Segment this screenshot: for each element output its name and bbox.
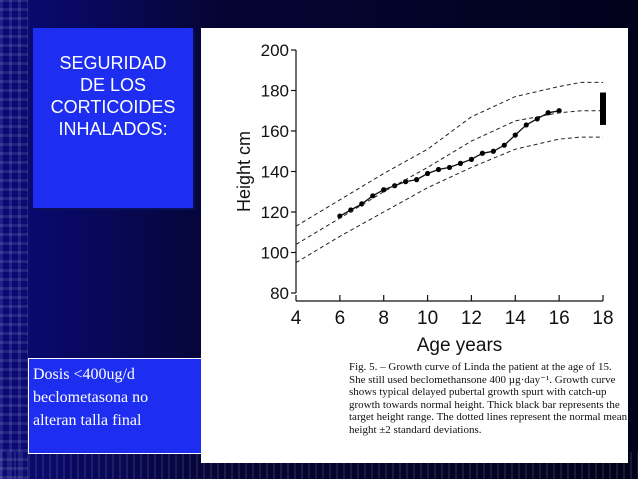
target-height-bar xyxy=(600,92,606,125)
y-tick-label: 180 xyxy=(261,82,289,101)
y-tick-label: 80 xyxy=(270,284,289,303)
slide-title: SEGURIDAD DE LOS CORTICOIDES INHALADOS: xyxy=(33,52,193,140)
x-tick-label: 14 xyxy=(505,308,527,329)
y-tick-label: 160 xyxy=(261,122,289,141)
patient-data-point xyxy=(512,132,518,138)
caption-line: Fig. 5. – Growth curve of Linda the pati… xyxy=(349,361,612,373)
x-tick-label: 4 xyxy=(291,308,302,329)
patient-data-point xyxy=(556,108,562,114)
patient-data-point xyxy=(446,164,453,171)
x-tick-label: 6 xyxy=(335,308,346,329)
patient-data-point xyxy=(534,116,540,122)
x-tick-label: 12 xyxy=(461,308,482,329)
y-tick-label: 140 xyxy=(261,163,289,182)
patient-data-point xyxy=(468,156,475,162)
slide-title-line: DE LOS xyxy=(79,75,147,95)
patient-data-point xyxy=(414,177,420,183)
y-tick-label: 200 xyxy=(261,41,289,60)
slide-title-box: SEGURIDAD DE LOS CORTICOIDES INHALADOS: xyxy=(33,28,193,208)
patient-data-point xyxy=(501,142,507,148)
patient-data-point xyxy=(381,187,387,193)
patient-data-point xyxy=(545,110,551,116)
caption-line: height ±2 standard deviations. xyxy=(349,423,482,436)
patient-data-point xyxy=(490,148,496,154)
caption-line: shows typical delayed pubertal growth sp… xyxy=(349,386,607,399)
x-axis-label: Age years xyxy=(417,335,503,356)
caption-line: growth towards normal height. Thick blac… xyxy=(349,398,620,411)
caption-line: target height range. The dotted lines re… xyxy=(349,411,628,424)
patient-data-point xyxy=(479,150,485,156)
left-decoration xyxy=(0,0,28,479)
x-tick-label: 10 xyxy=(417,308,438,329)
patient-data-point xyxy=(435,166,442,173)
y-axis-label: Height cm xyxy=(234,131,254,212)
dose-note: Dosis <400ug/d beclometasona no alteran … xyxy=(33,363,201,432)
reference-line-mean-2-sd xyxy=(295,81,603,227)
x-tick-label: 8 xyxy=(378,308,389,329)
slide-title-line: SEGURIDAD xyxy=(59,53,167,73)
figure-caption: Fig. 5. – Growth curve of Linda the pati… xyxy=(349,361,628,437)
patient-data-point xyxy=(359,201,365,207)
y-tick-label: 120 xyxy=(261,203,289,222)
patient-data-point xyxy=(424,170,431,177)
dose-note-box: Dosis <400ug/d beclometasona no alteran … xyxy=(28,358,202,454)
growth-chart: 80 100 120 140 160 180 200 4 6 8 10 12 14 16 18 Age yea… xyxy=(234,41,614,356)
reference-line-mean xyxy=(295,110,603,245)
caption-line: She still used beclomethansone 400 µg·da… xyxy=(349,373,616,386)
reference-line-mean-2-sd xyxy=(295,136,603,264)
figure-panel: 80 100 120 140 160 180 200 4 6 8 10 12 14 16 18 Age yea… xyxy=(201,28,628,463)
patient-data-point xyxy=(403,179,409,185)
x-tick-label: 18 xyxy=(592,308,613,329)
y-tick-label: 100 xyxy=(261,244,289,263)
dose-note-line: Dosis <400ug/d xyxy=(33,366,135,383)
x-tick-label: 16 xyxy=(549,308,570,329)
slide-title-line: CORTICOIDES xyxy=(50,97,176,117)
patient-data-point xyxy=(457,160,464,166)
dose-note-line: beclometasona no xyxy=(33,389,149,406)
slide-title-line: INHALADOS: xyxy=(58,119,168,139)
dose-note-line: alteran talla final xyxy=(33,412,142,429)
patient-data-point xyxy=(523,122,529,128)
